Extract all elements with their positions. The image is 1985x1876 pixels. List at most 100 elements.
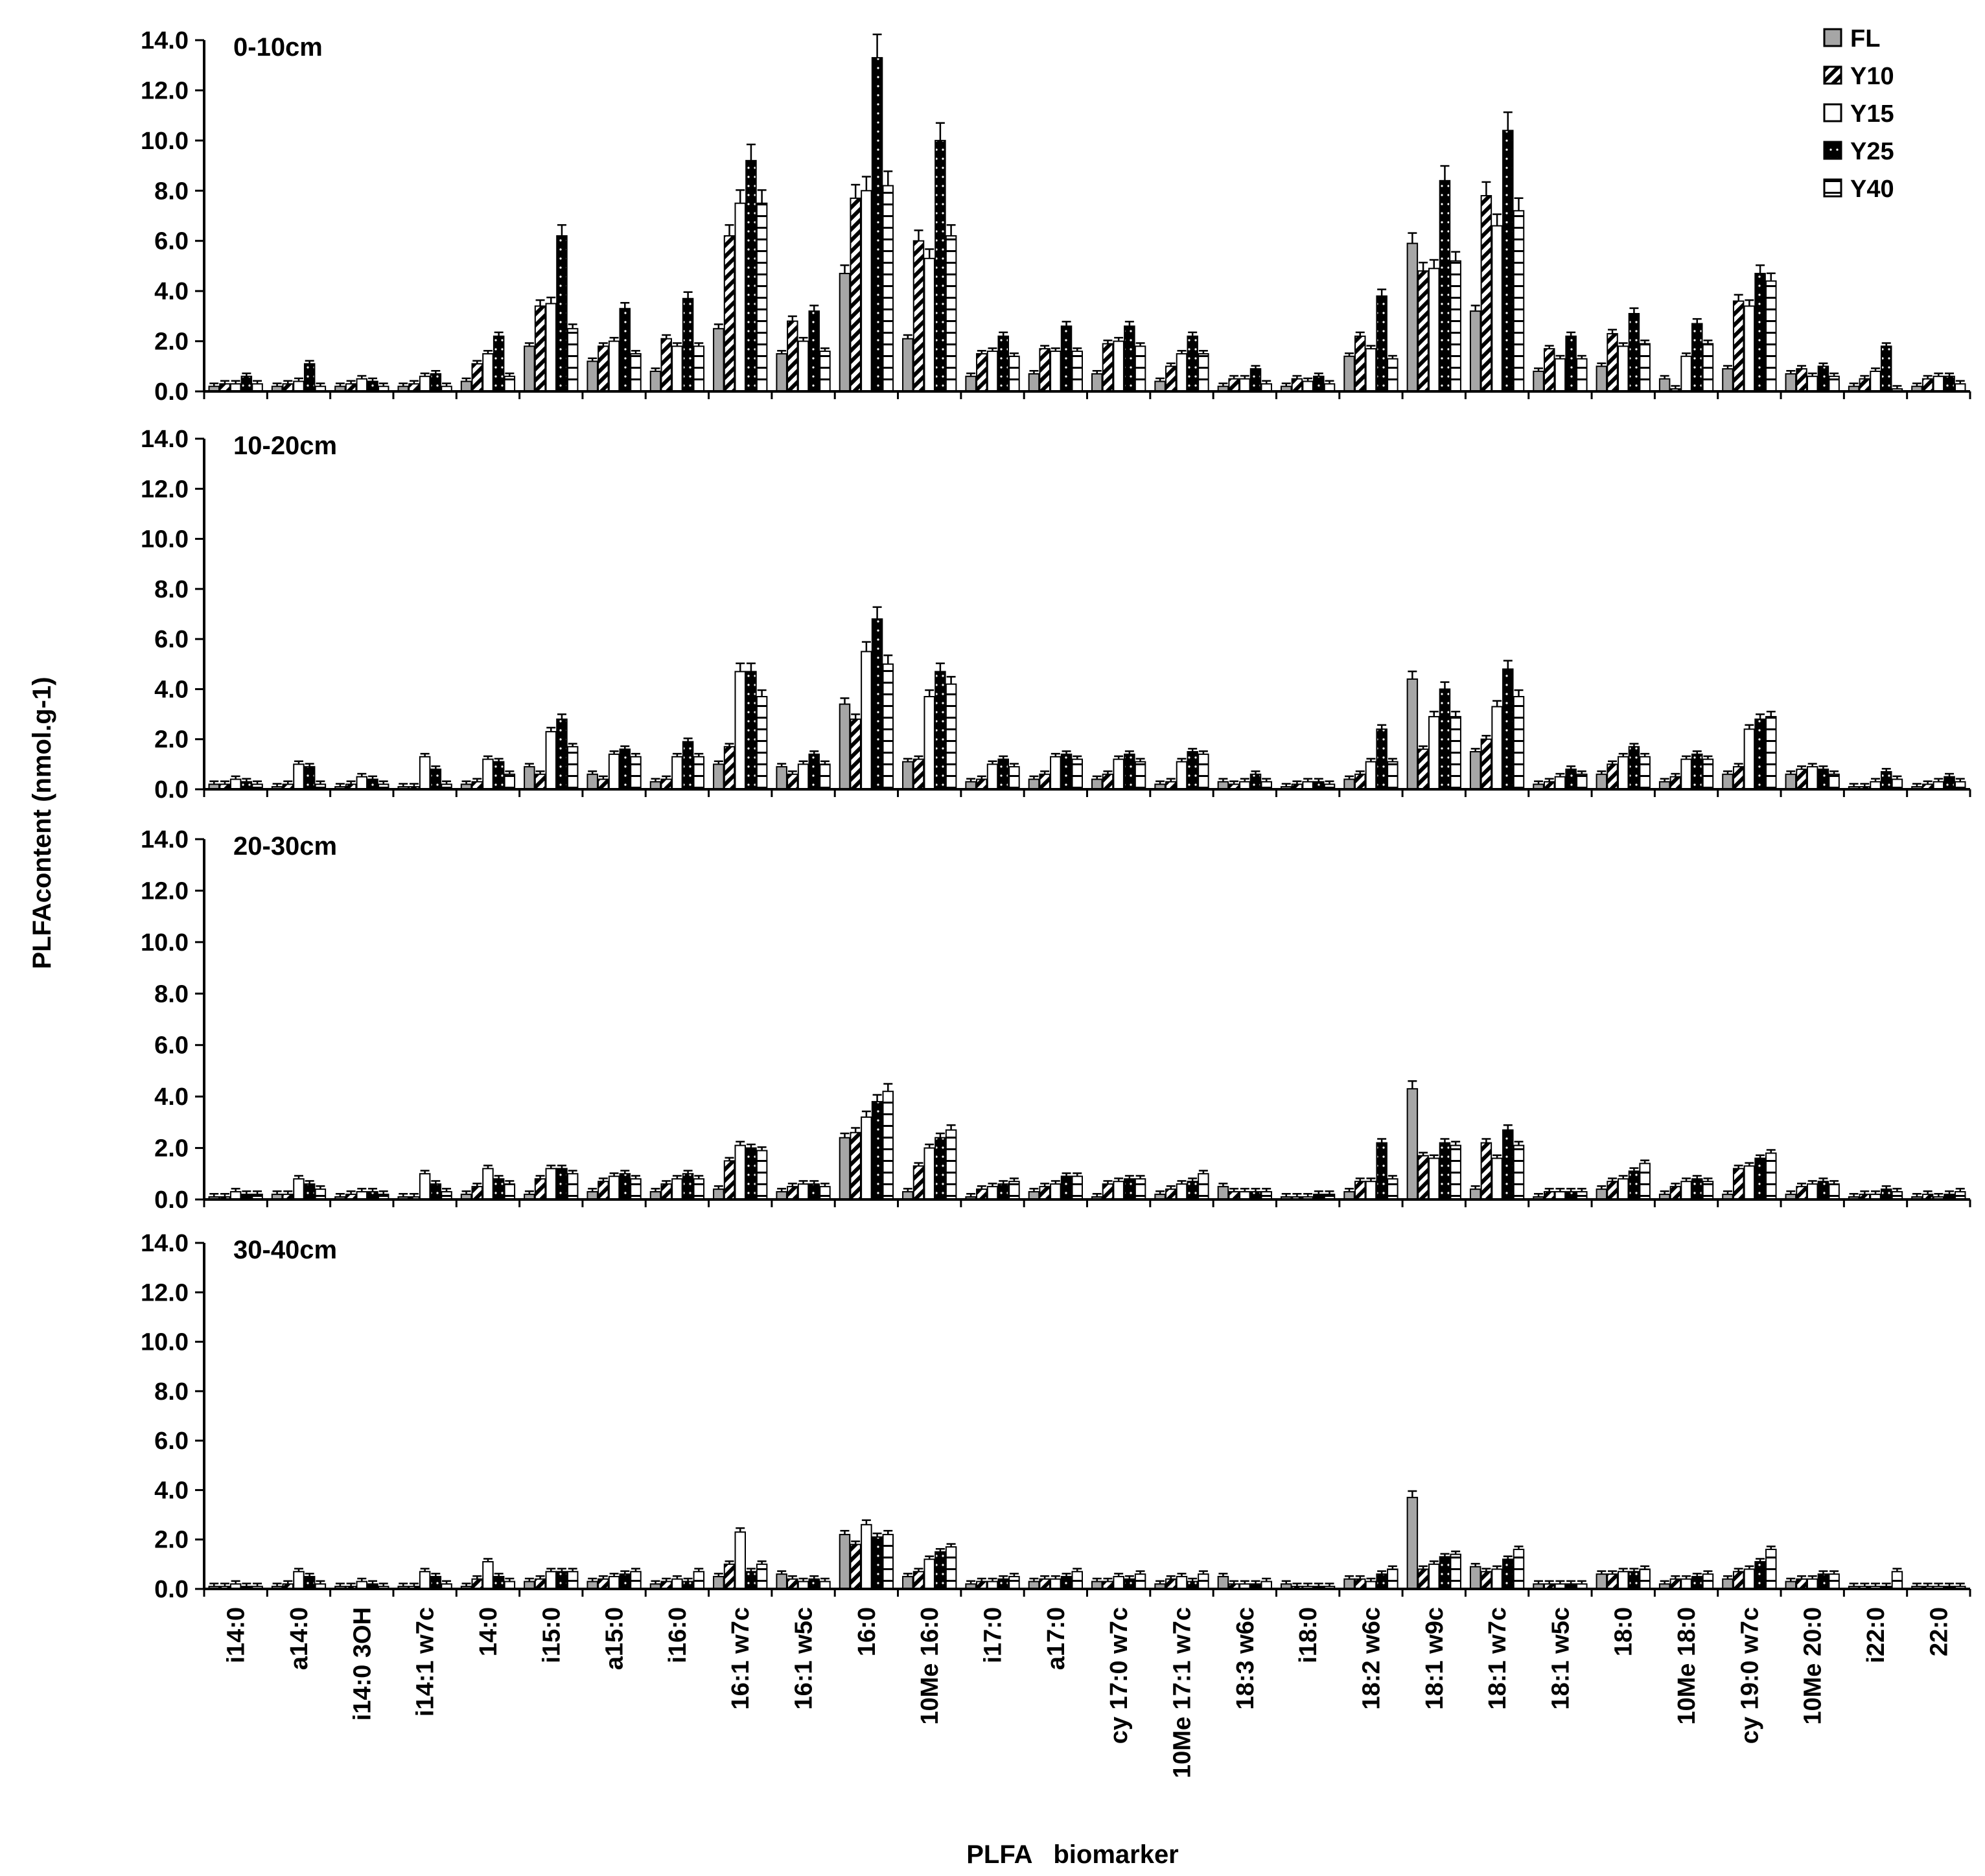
bar-y25-2 [303, 1575, 316, 1590]
bar-y40-12 [945, 1546, 957, 1590]
bar-y10-10 [787, 773, 798, 791]
bar-y10-23 [1607, 1181, 1618, 1200]
bar-y40-15 [1134, 761, 1146, 790]
bar-y40-15 [1134, 345, 1146, 392]
bar-y15-7 [608, 753, 620, 791]
bar-y40-14 [1071, 758, 1083, 790]
bar-y10-19 [1354, 773, 1366, 791]
category-label: i15:0 [538, 1607, 565, 1663]
bar-y40-5 [504, 773, 516, 791]
bar-y25-28 [1944, 375, 1955, 392]
bar-y40-11 [882, 1534, 894, 1590]
bar-y40-19 [1387, 358, 1399, 393]
bar-y15-6 [545, 731, 557, 791]
bar-y15-2 [293, 380, 305, 392]
bar-fl-21 [1469, 1188, 1481, 1200]
category-label: 18:1 w5c [1547, 1607, 1574, 1709]
bar-fl-11 [839, 1534, 851, 1590]
bar-fl-25 [1722, 1578, 1734, 1590]
bar-y15-3 [356, 378, 368, 393]
bar-y40-14 [1071, 1175, 1083, 1201]
category-label: 10Me 20:0 [1800, 1607, 1827, 1725]
bar-y10-7 [598, 345, 609, 392]
bar-y25-7 [619, 308, 631, 392]
bar-y15-7 [608, 1175, 620, 1201]
bar-y15-15 [1113, 340, 1124, 392]
bar-y15-6 [545, 1571, 557, 1590]
bar-y15-12 [923, 696, 935, 791]
bar-y40-21 [1513, 1548, 1525, 1590]
y-tick-label: 10.0 [141, 526, 189, 553]
bar-y25-9 [745, 1571, 757, 1590]
bar-y40-24 [1702, 1573, 1714, 1590]
bar-fl-23 [1596, 1573, 1608, 1590]
y-tick-label: 8.0 [154, 178, 189, 205]
y-tick-label: 0.0 [154, 1187, 189, 1214]
bar-y10-5 [471, 1186, 483, 1200]
legend-item-fl: FL [1823, 25, 1880, 52]
bar-y25-7 [619, 1573, 631, 1590]
bar-fl-11 [839, 703, 851, 790]
bar-y25-5 [493, 1575, 505, 1590]
bar-y25-14 [1060, 1175, 1073, 1201]
category-label: 18:1 w7c [1484, 1607, 1511, 1709]
bar-y25-8 [682, 1173, 694, 1201]
bar-y10-14 [1039, 348, 1051, 393]
panel-10-20cm: 0.0 2.0 4.0 6.0 8.0 10.0 12.0 14.0 10-20cm [141, 426, 1971, 804]
bar-y25-20 [1439, 1142, 1451, 1200]
bar-y40-26 [1828, 375, 1840, 392]
bar-y10-14 [1039, 1578, 1051, 1590]
bar-fl-11 [839, 1137, 851, 1200]
category-label: 10Me 17:1 w7c [1168, 1607, 1196, 1778]
bar-y25-10 [808, 753, 820, 791]
y-tick-label: 8.0 [154, 576, 189, 603]
bar-y40-24 [1702, 1181, 1714, 1200]
bar-y40-14 [1071, 351, 1083, 392]
bar-y25-4 [430, 1183, 442, 1200]
bar-y15-16 [1176, 1575, 1188, 1590]
bar-y15-14 [1050, 1578, 1062, 1590]
bar-y40-11 [882, 663, 894, 791]
bar-y25-19 [1376, 1573, 1387, 1590]
bar-y40-26 [1828, 1183, 1840, 1200]
bar-y15-25 [1743, 1165, 1756, 1201]
category-label: i17:0 [980, 1607, 1007, 1663]
bar-y25-21 [1502, 1558, 1514, 1590]
bar-y40-19 [1387, 761, 1399, 790]
bar-y40-14 [1071, 1571, 1083, 1590]
bar-y25-5 [493, 335, 505, 392]
bar-y40-9 [756, 202, 768, 392]
bar-y15-19 [1365, 761, 1377, 790]
y-axis-title: PLFAcontent (nmol.g-1) [28, 677, 56, 969]
bar-y15-12 [923, 1147, 935, 1200]
bar-y15-23 [1617, 1571, 1629, 1590]
panels: 0.0 2.0 4.0 6.0 8.0 10.0 12.0 14.0 0-10cm 0.0 2.0 4… [141, 27, 1971, 1603]
bar-y40-22 [1576, 358, 1588, 393]
bar-y15-4 [419, 756, 431, 790]
category-label: i14:1 w7c [412, 1607, 439, 1717]
bar-y10-7 [598, 1578, 609, 1590]
bar-y15-26 [1806, 1183, 1818, 1200]
bar-y10-10 [787, 320, 798, 393]
category-label: i14:0 3OH [349, 1607, 376, 1720]
bar-y15-20 [1428, 1157, 1440, 1201]
bar-y10-8 [660, 338, 672, 393]
bar-fl-21 [1469, 1566, 1481, 1590]
category-label: 16:1 w5c [791, 1607, 818, 1709]
legend-item-y10: Y10 [1823, 63, 1894, 90]
bar-y10-16 [1165, 1578, 1177, 1590]
bar-y10-22 [1543, 348, 1555, 393]
bar-y15-22 [1554, 358, 1566, 393]
bar-y15-19 [1365, 1181, 1377, 1200]
bar-y25-12 [934, 1551, 946, 1590]
bar-y40-9 [756, 1563, 768, 1590]
y-tick-label: 14.0 [141, 1230, 189, 1257]
bar-y10-13 [976, 1188, 988, 1200]
bar-y10-15 [1102, 343, 1114, 393]
bar-y40-16 [1198, 353, 1209, 393]
bar-y25-15 [1124, 1578, 1135, 1590]
bar-y40-13 [1008, 1181, 1020, 1200]
bar-y40-8 [693, 1571, 705, 1590]
bar-y25-9 [745, 1147, 757, 1200]
bar-fl-12 [902, 761, 914, 790]
